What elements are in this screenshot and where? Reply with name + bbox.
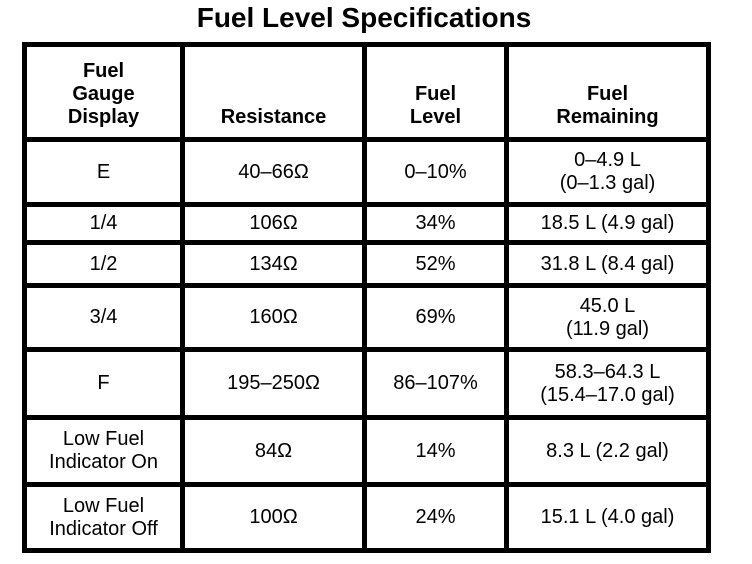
col-header-fuel-gauge-display: Fuel Gauge Display: [22, 42, 185, 142]
col-header-resistance: Resistance: [180, 42, 367, 142]
page-title: Fuel Level Specifications: [196, 2, 532, 33]
cell-fuel-remaining: 15.1 L (4.0 gal): [504, 482, 711, 553]
cell-gauge-display: 1/4: [22, 202, 185, 245]
fuel-level-spec-table: Fuel Gauge Display Resistance Fuel Level…: [22, 42, 711, 553]
col-header-fuel-remaining: Fuel Remaining: [504, 42, 711, 142]
table-row-low-fuel-on: Low Fuel Indicator On 84Ω 14% 8.3 L (2.2…: [22, 415, 711, 487]
table-row-empty: E 40–66Ω 0–10% 0–4.9 L (0–1.3 gal): [22, 137, 711, 207]
col-header-fuel-level: Fuel Level: [362, 42, 509, 142]
cell-resistance: 160Ω: [180, 283, 367, 352]
cell-resistance: 106Ω: [180, 202, 367, 245]
cell-fuel-level: 69%: [362, 283, 509, 352]
cell-gauge-display: 1/2: [22, 240, 185, 288]
cell-resistance: 40–66Ω: [180, 137, 367, 207]
cell-fuel-level: 52%: [362, 240, 509, 288]
table-row-full: F 195–250Ω 86–107% 58.3–64.3 L (15.4–17.…: [22, 347, 711, 420]
table-row-three-quarter: 3/4 160Ω 69% 45.0 L (11.9 gal): [22, 283, 711, 352]
cell-fuel-remaining: 18.5 L (4.9 gal): [504, 202, 711, 245]
cell-fuel-remaining: 8.3 L (2.2 gal): [504, 415, 711, 487]
header-row: Fuel Gauge Display Resistance Fuel Level…: [22, 42, 711, 142]
cell-resistance: 134Ω: [180, 240, 367, 288]
cell-resistance: 84Ω: [180, 415, 367, 487]
cell-fuel-remaining: 58.3–64.3 L (15.4–17.0 gal): [504, 347, 711, 420]
cell-gauge-display: Low Fuel Indicator Off: [22, 482, 185, 553]
cell-fuel-remaining: 0–4.9 L (0–1.3 gal): [504, 137, 711, 207]
cell-gauge-display: 3/4: [22, 283, 185, 352]
cell-resistance: 100Ω: [180, 482, 367, 553]
cell-fuel-remaining: 45.0 L (11.9 gal): [504, 283, 711, 352]
cell-gauge-display: E: [22, 137, 185, 207]
table-row-half: 1/2 134Ω 52% 31.8 L (8.4 gal): [22, 240, 711, 288]
cell-resistance: 195–250Ω: [180, 347, 367, 420]
cell-fuel-level: 0–10%: [362, 137, 509, 207]
cell-gauge-display: F: [22, 347, 185, 420]
cell-fuel-level: 14%: [362, 415, 509, 487]
cell-gauge-display: Low Fuel Indicator On: [22, 415, 185, 487]
table-row-quarter: 1/4 106Ω 34% 18.5 L (4.9 gal): [22, 202, 711, 245]
table-row-low-fuel-off: Low Fuel Indicator Off 100Ω 24% 15.1 L (…: [22, 482, 711, 553]
cell-fuel-level: 86–107%: [362, 347, 509, 420]
cell-fuel-level: 24%: [362, 482, 509, 553]
cell-fuel-level: 34%: [362, 202, 509, 245]
cell-fuel-remaining: 31.8 L (8.4 gal): [504, 240, 711, 288]
